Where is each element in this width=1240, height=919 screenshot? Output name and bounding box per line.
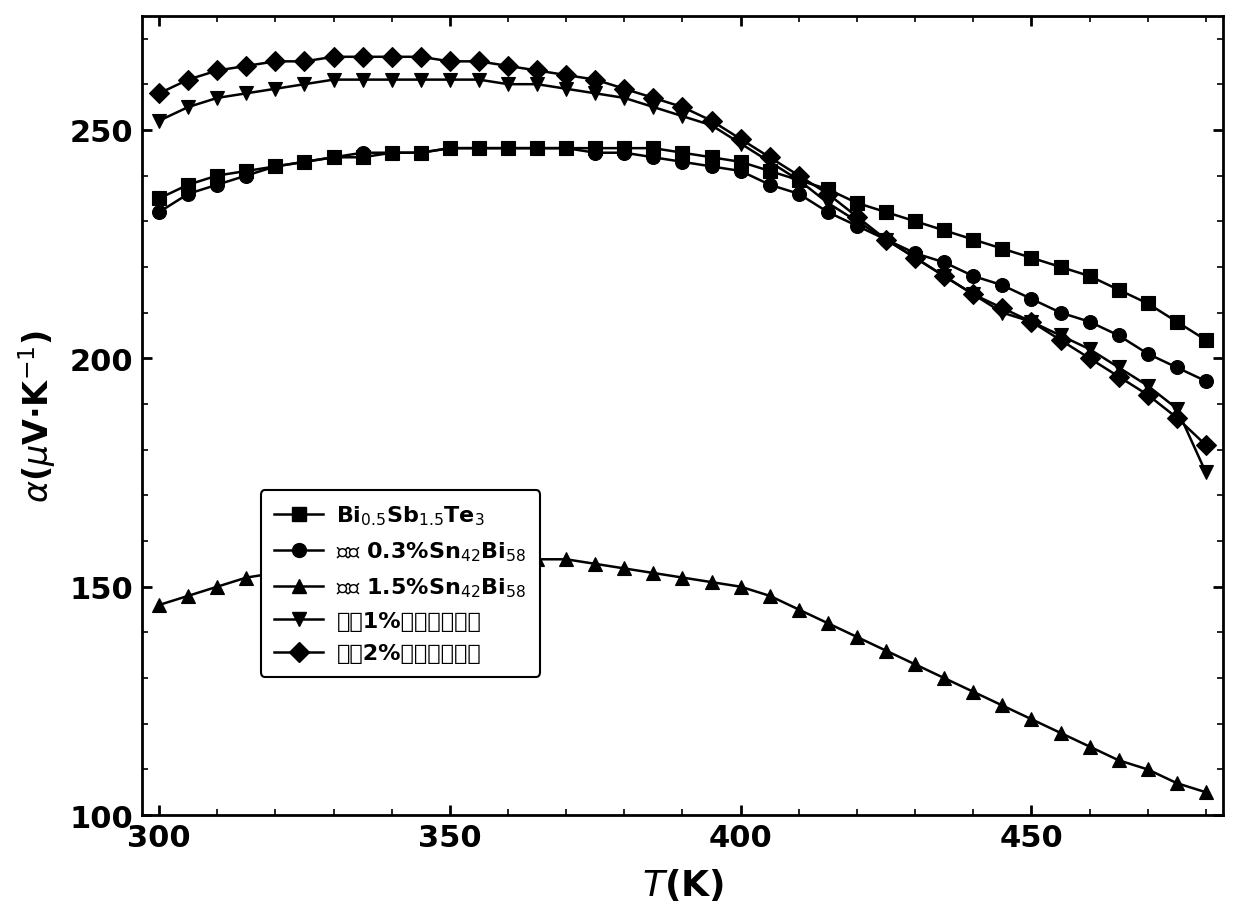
Y-axis label: $\alpha$($\mu$V·K$^{-1}$): $\alpha$($\mu$V·K$^{-1}$) (16, 330, 58, 503)
X-axis label: $\mathit{T}$(K): $\mathit{T}$(K) (641, 867, 723, 902)
Legend: Bi$_{0.5}$Sb$_{1.5}$Te$_{3}$, 添加 0.3%Sn$_{42}$Bi$_{58}$, 添加 1.5%Sn$_{42}$Bi$_{58: Bi$_{0.5}$Sb$_{1.5}$Te$_{3}$, 添加 0.3%Sn$… (260, 491, 539, 677)
